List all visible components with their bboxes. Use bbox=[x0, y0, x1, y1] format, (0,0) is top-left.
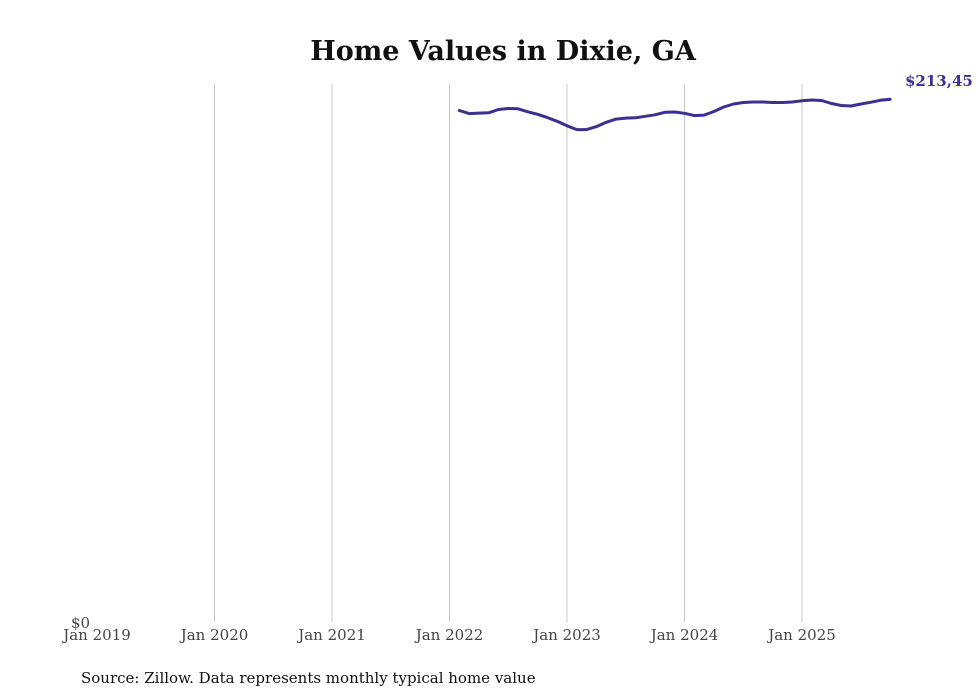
y-axis-zero-label: $0 bbox=[71, 614, 90, 632]
last-value-label: $213,45 bbox=[905, 72, 973, 90]
x-tick-label: Jan 2022 bbox=[414, 626, 484, 644]
x-tick-label: Jan 2019 bbox=[61, 626, 131, 644]
x-tick-label: Jan 2024 bbox=[649, 626, 719, 644]
x-axis-ticks: Jan 2019 Jan 2020 Jan 2021 Jan 2022 Jan 2023… bbox=[61, 626, 836, 644]
x-tick-label: Jan 2023 bbox=[531, 626, 601, 644]
gridlines bbox=[214, 84, 803, 622]
source-note: Source: Zillow. Data represents monthly … bbox=[81, 669, 536, 687]
x-tick-label: Jan 2025 bbox=[766, 626, 836, 644]
x-tick-label: Jan 2021 bbox=[296, 626, 366, 644]
x-tick-label: Jan 2020 bbox=[179, 626, 249, 644]
home-value-line bbox=[457, 97, 892, 132]
chart-title: Home Values in Dixie, GA bbox=[310, 36, 697, 67]
